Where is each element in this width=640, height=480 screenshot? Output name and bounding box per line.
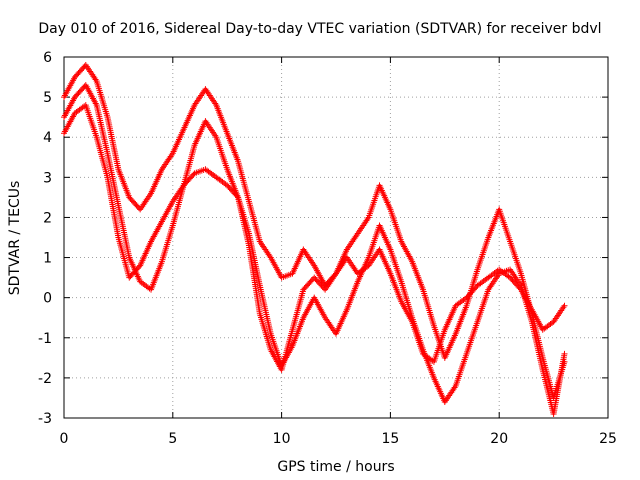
x-tick-label: 20: [490, 431, 508, 447]
plus-marker: [561, 350, 568, 357]
series-track-2: [61, 82, 568, 417]
plot-frame: [63, 56, 609, 419]
x-tick-label: 10: [273, 431, 291, 447]
plus-marker: [561, 302, 568, 309]
plus-marker: [516, 285, 523, 292]
y-tick-label: 1: [43, 251, 52, 267]
y-tick-label: -3: [38, 411, 52, 427]
y-tick-label: -2: [38, 371, 52, 387]
y-tick-label: -1: [38, 331, 52, 347]
y-tick-label: 2: [43, 210, 52, 226]
data-points: [61, 62, 568, 417]
y-tick-label: 3: [43, 170, 52, 186]
grid-lines: [64, 57, 608, 418]
y-tick-label: 4: [43, 130, 52, 146]
y-tick-label: 5: [43, 90, 52, 106]
plus-marker: [233, 193, 240, 200]
plus-marker: [190, 171, 197, 178]
y-tick-label: 6: [43, 50, 52, 66]
x-tick-label: 0: [60, 431, 69, 447]
x-axis-label: GPS time / hours: [277, 459, 394, 475]
series-track-3: [61, 102, 568, 373]
series-track-1: [61, 62, 568, 401]
tick-marks: [63, 56, 609, 419]
y-tick-labels: -3 -2 -1 0 1 2 3 4 5 6: [38, 50, 52, 427]
x-tick-labels: 0 5 10 15 20 25: [60, 431, 617, 447]
y-axis-label: SDTVAR / TECUs: [7, 181, 23, 296]
plus-marker: [135, 263, 142, 270]
x-tick-label: 25: [599, 431, 617, 447]
y-tick-label: 0: [43, 291, 52, 307]
x-tick-label: 15: [381, 431, 399, 447]
x-tick-label: 5: [168, 431, 177, 447]
chart-title: Day 010 of 2016, Sidereal Day-to-day VTE…: [38, 21, 601, 37]
